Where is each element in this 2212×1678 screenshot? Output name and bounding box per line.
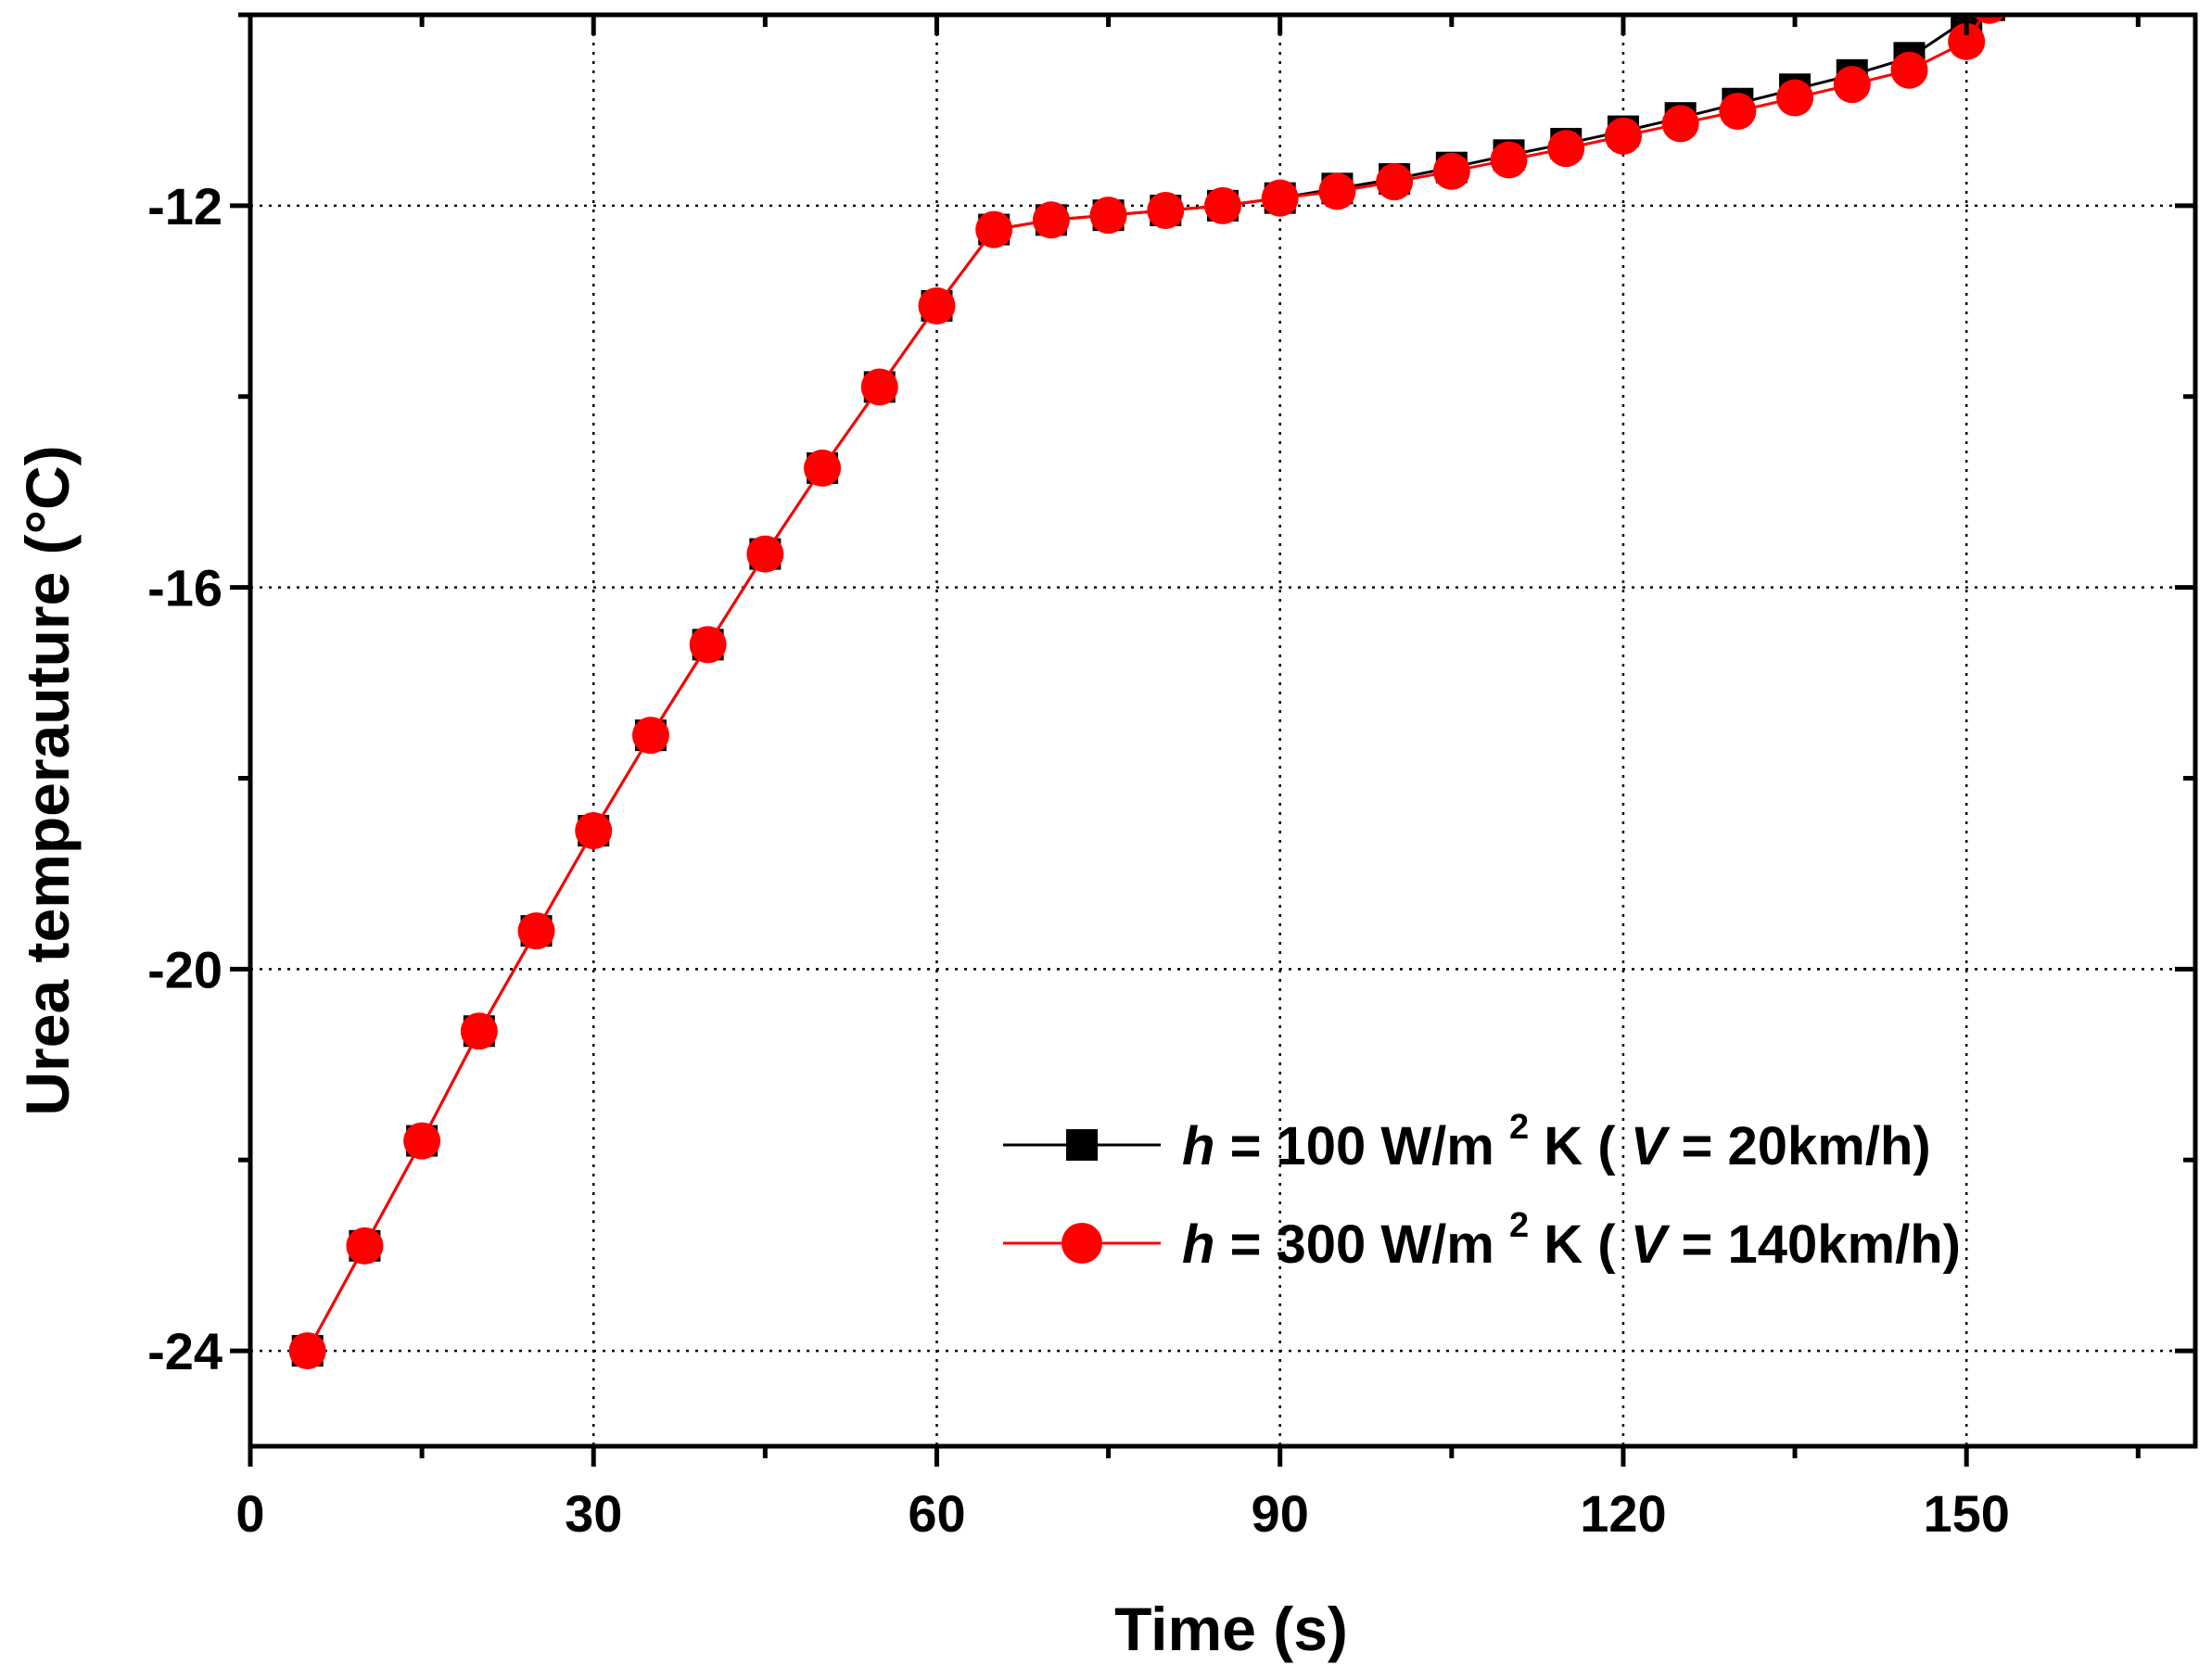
y-tick-label: -16: [147, 559, 222, 617]
x-tick-label: 90: [1252, 1484, 1309, 1543]
plot-frame: [248, 12, 2198, 1449]
data-point-circle: [460, 1012, 498, 1050]
data-point-circle: [1204, 186, 1241, 224]
x-tick-label: 120: [1580, 1484, 1666, 1543]
x-tick-label: 150: [1923, 1484, 2009, 1543]
legend-rest-1: = 20km/h): [1682, 1116, 1931, 1176]
x-axis-title: Time (s): [1114, 1595, 1348, 1663]
data-point-circle: [1719, 92, 1757, 130]
data-point-circle: [1318, 172, 1356, 210]
data-point-circle: [1833, 66, 1871, 104]
x-tick-label: 60: [908, 1484, 965, 1543]
tick-labels: 0 30 60 90 120 150 -24 -20 -16 -12: [147, 177, 2010, 1543]
legend-sup-1: 2: [1509, 1108, 1529, 1147]
legend-item-1: h = 100 W/m 2 K ( V = 20km/h): [1003, 1090, 1931, 1176]
data-point-circle: [1490, 141, 1528, 179]
data-point-circle: [804, 449, 842, 487]
legend-eq-2: = 300 W/m: [1230, 1214, 1494, 1275]
legend-eq-1: = 100 W/m: [1230, 1116, 1494, 1176]
data-point-circle: [1604, 117, 1642, 155]
legend-h-1: h: [1182, 1116, 1214, 1176]
legend-label-2: h = 300 W/m 2 K ( V = 140km/h): [1182, 1189, 1961, 1275]
data-point-circle: [631, 717, 669, 755]
data-point-circle: [1432, 152, 1470, 190]
legend-marker-square-1: [1066, 1129, 1098, 1161]
data-point-circle: [1032, 201, 1070, 239]
data-point-circle: [1147, 192, 1185, 230]
data-point-circle: [403, 1122, 441, 1160]
data-point-circle: [746, 535, 784, 573]
data-point-circle: [575, 812, 613, 850]
legend-h-2: h: [1182, 1214, 1214, 1275]
axis-ticks: [230, 12, 2195, 1467]
y-axis-title: Urea temperauture (°C): [13, 445, 82, 1115]
legend-v-1: V: [1631, 1116, 1671, 1176]
data-point-circle: [346, 1227, 384, 1265]
x-tick-label: 0: [235, 1484, 264, 1543]
data-point-circle: [1376, 163, 1414, 201]
legend-label-1: h = 100 W/m 2 K ( V = 20km/h): [1182, 1090, 1931, 1176]
y-tick-label: -24: [147, 1322, 222, 1380]
data-point-circle: [918, 286, 956, 324]
legend: h = 100 W/m 2 K ( V = 20km/h) h = 300 W/…: [1003, 1090, 1961, 1275]
legend-rest-2: = 140km/h): [1682, 1214, 1961, 1275]
data-point-circle: [288, 1332, 326, 1370]
legend-item-2: h = 300 W/m 2 K ( V = 140km/h): [1003, 1189, 1961, 1275]
legend-unit-1: K (: [1544, 1116, 1616, 1176]
y-tick-label: -12: [147, 177, 222, 235]
data-point-circle: [975, 210, 1013, 248]
legend-sup-2: 2: [1509, 1206, 1529, 1245]
data-point-circle: [1547, 130, 1585, 168]
legend-marker-circle-2: [1062, 1223, 1102, 1264]
legend-v-2: V: [1631, 1214, 1671, 1275]
data-point-circle: [1261, 179, 1299, 217]
x-tick-label: 30: [565, 1484, 622, 1543]
plot-series: [288, 15, 2005, 1370]
data-point-circle: [1776, 79, 1814, 117]
legend-unit-2: K (: [1544, 1214, 1616, 1275]
data-point-circle: [860, 368, 898, 406]
data-point-circle: [1661, 105, 1699, 143]
data-point-circle: [689, 626, 727, 664]
data-point-circle: [1890, 51, 1928, 89]
y-tick-label: -20: [147, 940, 222, 998]
data-point-circle: [1948, 22, 1986, 60]
series-2: [288, 15, 2005, 1370]
data-point-circle: [1089, 197, 1127, 235]
data-point-circle: [517, 912, 555, 950]
grid: [250, 15, 2195, 1446]
